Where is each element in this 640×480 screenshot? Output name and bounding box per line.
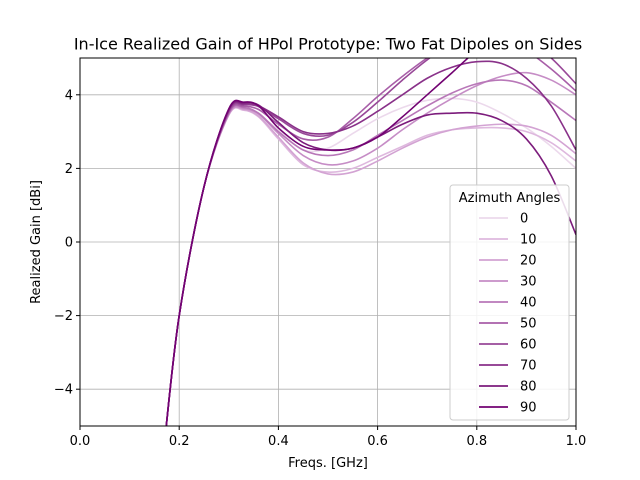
- legend-label-50: 50: [520, 317, 537, 332]
- series-lines: [165, 58, 576, 426]
- x-tick-label: 0.8: [466, 434, 487, 449]
- x-tick-label: 0.0: [70, 434, 91, 449]
- chart-title: In-Ice Realized Gain of HPol Prototype: …: [74, 35, 582, 54]
- x-tick-label: 1.0: [566, 434, 587, 449]
- legend-title: Azimuth Angles: [459, 191, 561, 206]
- x-axis-label: Freqs. [GHz]: [288, 456, 368, 471]
- legend-label-60: 60: [520, 338, 537, 353]
- legend: Azimuth Angles 0 10 20 30 40 50 60 70 80 90: [449, 184, 570, 421]
- legend-label-0: 0: [520, 212, 528, 227]
- y-tick-label: −2: [54, 309, 73, 324]
- x-tick-label: 0.4: [268, 434, 289, 449]
- legend-label-70: 70: [520, 359, 537, 374]
- axis-ticks: 0.0 0.2 0.4 0.6 0.8 1.0 −4 −2 0 2 4: [54, 88, 587, 449]
- x-tick-label: 0.2: [169, 434, 190, 449]
- series-line-90: [165, 58, 470, 426]
- y-tick-label: 2: [65, 162, 73, 177]
- y-axis-label: Realized Gain [dBi]: [29, 180, 44, 304]
- legend-label-90: 90: [520, 401, 537, 416]
- y-tick-label: 4: [65, 88, 73, 103]
- legend-label-80: 80: [520, 380, 537, 395]
- y-tick-label: 0: [65, 236, 73, 251]
- y-tick-label: −4: [54, 383, 73, 398]
- legend-label-30: 30: [520, 275, 537, 290]
- legend-box: [449, 184, 570, 421]
- legend-label-20: 20: [520, 254, 537, 269]
- legend-label-40: 40: [520, 296, 537, 311]
- x-tick-label: 0.6: [367, 434, 388, 449]
- legend-label-10: 10: [520, 233, 537, 248]
